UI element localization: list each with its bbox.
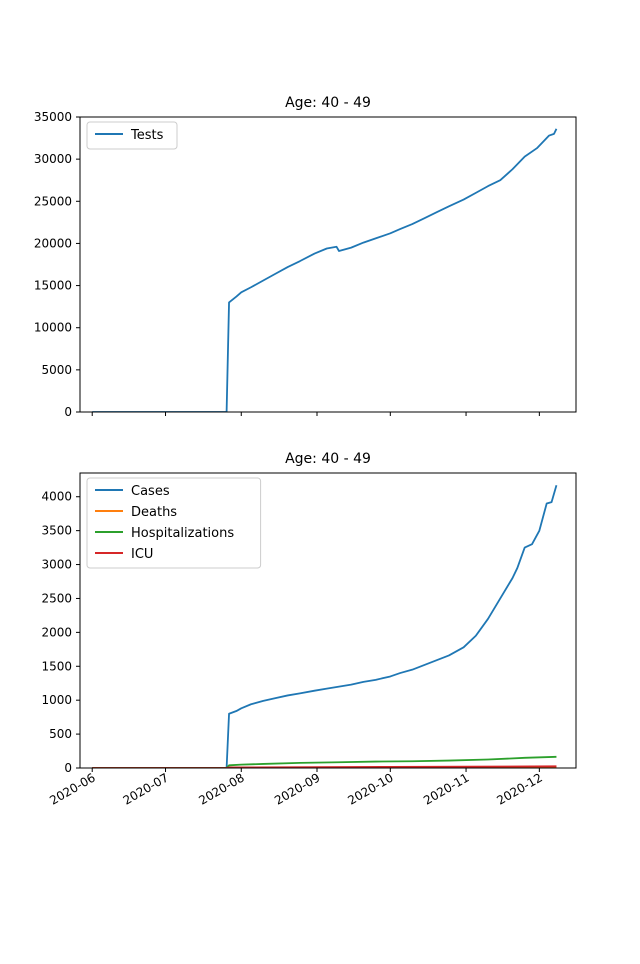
x-tick-label: 2020-09: [272, 770, 322, 807]
legend: Cases Deaths Hospitalizations ICU: [86, 477, 262, 569]
x-tick-label: 2020-07: [121, 770, 171, 807]
y-tick-label: 10000: [34, 321, 72, 335]
y-tick-label: 5000: [41, 363, 72, 377]
x-tick-label: 2020-06: [47, 770, 97, 807]
chart-2: Age: 40 - 49 0 500 1000 1500 2000 2500 3000 3500…: [41, 451, 577, 808]
y-tick-label: 25000: [34, 194, 72, 208]
series-line-tests: [92, 128, 558, 412]
y-tick-label: 2000: [41, 625, 72, 639]
legend: Tests: [86, 121, 178, 150]
x-tick-label: 2020-12: [494, 770, 544, 807]
chart-title: Age: 40 - 49: [285, 451, 371, 467]
y-tick-label: 0: [64, 761, 72, 775]
chart-title: Age: 40 - 49: [285, 95, 371, 111]
y-tick-label: 1500: [41, 659, 72, 673]
x-tick-label: 2020-11: [421, 770, 471, 807]
series-line-icu: [92, 765, 557, 768]
series-group: [92, 128, 558, 412]
y-tick-label: 30000: [34, 152, 72, 166]
chart-1: Age: 40 - 49 0 5000 10000 15000 20000 25000 300…: [34, 95, 577, 419]
y-tick-label: 3000: [41, 558, 72, 572]
y-tick-label: 20000: [34, 236, 72, 250]
y-tick-label: 0: [64, 405, 72, 419]
y-tick-label: 3500: [41, 524, 72, 538]
y-tick-label: 2500: [41, 591, 72, 605]
y-tick-label: 15000: [34, 279, 72, 293]
y-tick-label: 1000: [41, 693, 72, 707]
x-tick-label: 2020-10: [345, 770, 395, 807]
legend-entry: Tests: [130, 128, 164, 143]
legend-entry: Hospitalizations: [131, 526, 234, 541]
y-tick-label: 500: [49, 727, 72, 741]
legend-entry: Cases: [131, 484, 170, 499]
y-tick-label: 35000: [34, 110, 72, 124]
legend-box: [86, 477, 262, 569]
plot-frame: [79, 472, 577, 769]
series-line-cases: [92, 484, 558, 768]
legend-entry: Deaths: [131, 505, 177, 520]
x-tick-label: 2020-08: [196, 770, 246, 807]
plot-frame: [79, 116, 577, 413]
y-tick-label: 4000: [41, 490, 72, 504]
legend-entry: ICU: [131, 547, 153, 562]
legend-box: [86, 121, 178, 150]
series-line-hospitalizations: [92, 755, 557, 768]
